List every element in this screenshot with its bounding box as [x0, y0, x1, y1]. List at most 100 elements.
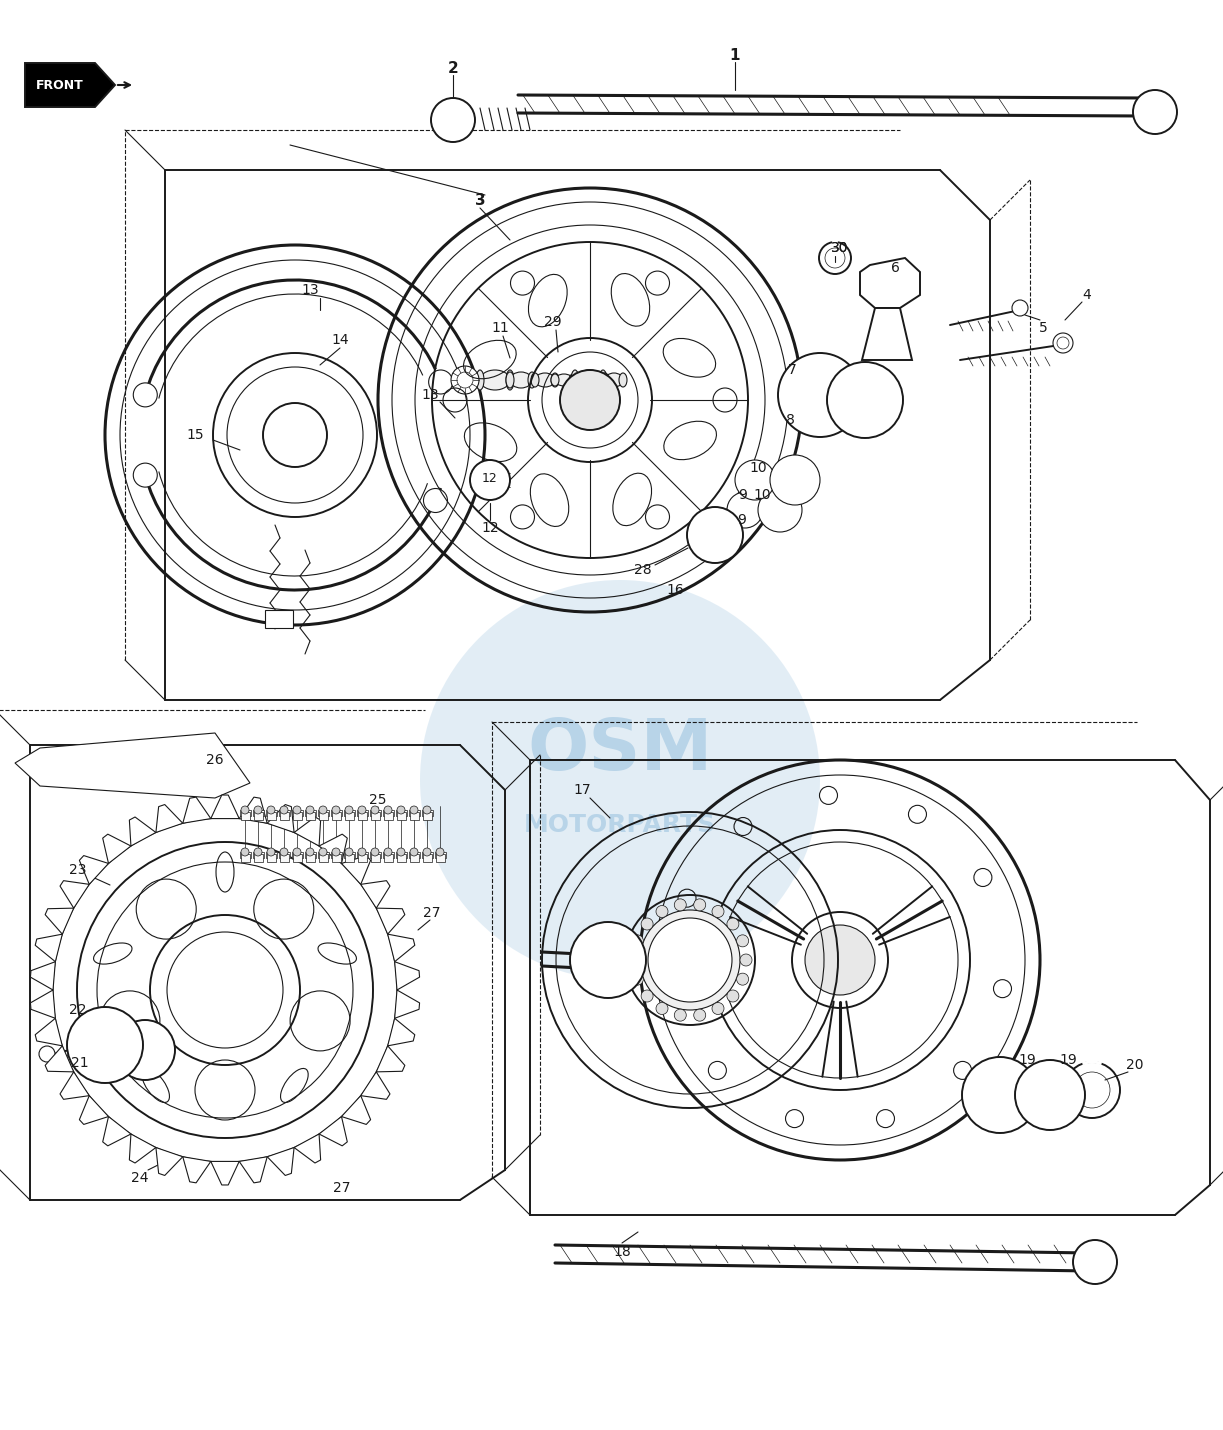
Circle shape [1020, 1072, 1030, 1083]
Circle shape [122, 759, 132, 769]
Circle shape [1014, 1113, 1025, 1123]
Circle shape [693, 516, 701, 525]
Circle shape [280, 848, 287, 857]
Circle shape [605, 924, 615, 934]
Text: 28: 28 [635, 563, 652, 576]
Circle shape [138, 759, 148, 769]
Bar [408, 809, 419, 817]
Bar [435, 852, 446, 858]
Circle shape [1041, 1118, 1049, 1127]
Polygon shape [210, 1161, 240, 1185]
Circle shape [712, 905, 724, 918]
Circle shape [729, 546, 736, 553]
Bar [344, 809, 355, 817]
Circle shape [892, 396, 899, 405]
Ellipse shape [571, 370, 578, 390]
Text: 6: 6 [890, 262, 899, 275]
Circle shape [1021, 1105, 1030, 1113]
Bar [396, 809, 407, 817]
Bar [408, 852, 419, 858]
Circle shape [850, 390, 860, 400]
Circle shape [331, 848, 340, 857]
Circle shape [830, 396, 839, 405]
Bar [397, 812, 406, 819]
Polygon shape [103, 834, 131, 864]
Circle shape [835, 380, 843, 389]
Circle shape [985, 1062, 994, 1072]
Text: 25: 25 [369, 794, 386, 807]
Circle shape [1015, 1060, 1085, 1130]
Bar [318, 809, 329, 817]
Circle shape [648, 918, 733, 1002]
Bar [294, 812, 302, 819]
Circle shape [93, 759, 103, 769]
Polygon shape [862, 307, 912, 360]
Circle shape [780, 390, 790, 400]
Circle shape [641, 918, 653, 930]
Bar [423, 854, 432, 862]
Circle shape [48, 759, 57, 769]
Circle shape [835, 410, 843, 419]
Text: 5: 5 [1038, 320, 1047, 335]
Text: 2: 2 [448, 60, 459, 76]
Polygon shape [388, 934, 415, 962]
Bar [305, 852, 316, 858]
Bar [240, 852, 251, 858]
Circle shape [1074, 1091, 1082, 1100]
Bar [371, 852, 382, 858]
Circle shape [1022, 1103, 1032, 1113]
Text: FRONT: FRONT [37, 79, 84, 92]
Ellipse shape [531, 373, 539, 388]
Bar [241, 854, 249, 862]
Bar [422, 809, 433, 817]
Circle shape [715, 508, 723, 516]
Circle shape [1003, 1120, 1013, 1128]
Bar [331, 812, 341, 819]
Circle shape [687, 508, 744, 563]
Ellipse shape [510, 372, 532, 388]
Text: 24: 24 [131, 1171, 149, 1185]
Polygon shape [182, 797, 210, 824]
Circle shape [861, 426, 870, 433]
Circle shape [1025, 1090, 1035, 1100]
Text: 22: 22 [70, 1002, 87, 1017]
Circle shape [1026, 1071, 1035, 1080]
Circle shape [410, 848, 418, 857]
Polygon shape [24, 63, 115, 107]
Text: 1: 1 [730, 47, 740, 63]
Text: 12: 12 [482, 472, 498, 485]
Bar [241, 812, 249, 819]
Bar [280, 812, 289, 819]
Circle shape [267, 848, 275, 857]
Polygon shape [388, 1018, 415, 1045]
Circle shape [715, 553, 723, 562]
Text: 10: 10 [753, 488, 770, 502]
Polygon shape [130, 1134, 155, 1163]
Circle shape [861, 366, 870, 375]
Bar [331, 854, 341, 862]
Circle shape [1025, 1085, 1035, 1095]
Polygon shape [130, 817, 155, 847]
Circle shape [358, 807, 366, 814]
Ellipse shape [29, 758, 61, 772]
Circle shape [833, 420, 843, 430]
Polygon shape [60, 1072, 89, 1100]
Bar [319, 812, 328, 819]
Circle shape [797, 420, 807, 430]
Circle shape [674, 1010, 686, 1021]
Polygon shape [103, 1117, 131, 1145]
Text: 15: 15 [186, 428, 204, 442]
Text: 27: 27 [333, 1181, 351, 1195]
Polygon shape [31, 990, 55, 1018]
Circle shape [423, 848, 430, 857]
Circle shape [693, 1010, 706, 1021]
Circle shape [39, 1045, 55, 1062]
Polygon shape [15, 734, 249, 798]
Circle shape [574, 944, 583, 954]
Circle shape [384, 807, 393, 814]
Bar [331, 809, 342, 817]
Circle shape [280, 807, 287, 814]
Circle shape [371, 807, 379, 814]
Circle shape [428, 370, 453, 395]
Circle shape [656, 905, 668, 918]
